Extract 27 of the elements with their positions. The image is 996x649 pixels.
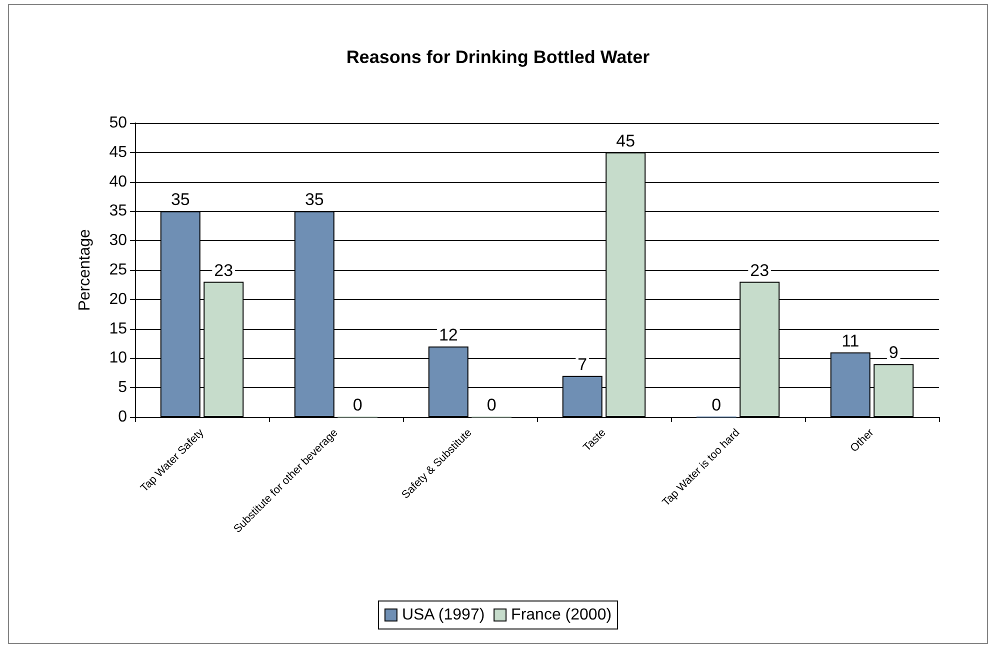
data-label: 0 <box>712 396 722 414</box>
y-tick-label: 45 <box>109 144 128 161</box>
y-tick-label: 40 <box>109 173 128 190</box>
chart-title: Reasons for Drinking Bottled Water <box>346 47 650 67</box>
data-label: 35 <box>170 190 190 210</box>
y-tick-label: 15 <box>109 320 128 338</box>
data-label: 35 <box>304 190 324 210</box>
y-tick-label: 30 <box>109 232 128 250</box>
y-tick-label: 50 <box>109 114 128 132</box>
y-tick-label: 10 <box>109 350 128 367</box>
y-tick-label: 5 <box>118 379 128 396</box>
y-tick-label: 25 <box>109 262 128 278</box>
legend-label: France (2000) <box>511 606 612 624</box>
data-label: 23 <box>750 260 770 280</box>
y-tick-label: 0 <box>118 408 128 426</box>
data-label: 45 <box>616 131 636 150</box>
data-label: 23 <box>214 260 234 280</box>
data-label: 0 <box>486 396 496 414</box>
data-label: 0 <box>352 396 362 414</box>
data-label: 11 <box>842 331 860 350</box>
y-tick-label: 35 <box>109 202 128 220</box>
y-axis-title: Percentage <box>76 228 94 311</box>
data-label: 12 <box>438 325 458 344</box>
y-tick-label: 20 <box>109 290 128 308</box>
legend-label: USA (1997) <box>402 606 485 624</box>
data-label: 7 <box>578 354 588 374</box>
data-label: 9 <box>888 343 898 362</box>
